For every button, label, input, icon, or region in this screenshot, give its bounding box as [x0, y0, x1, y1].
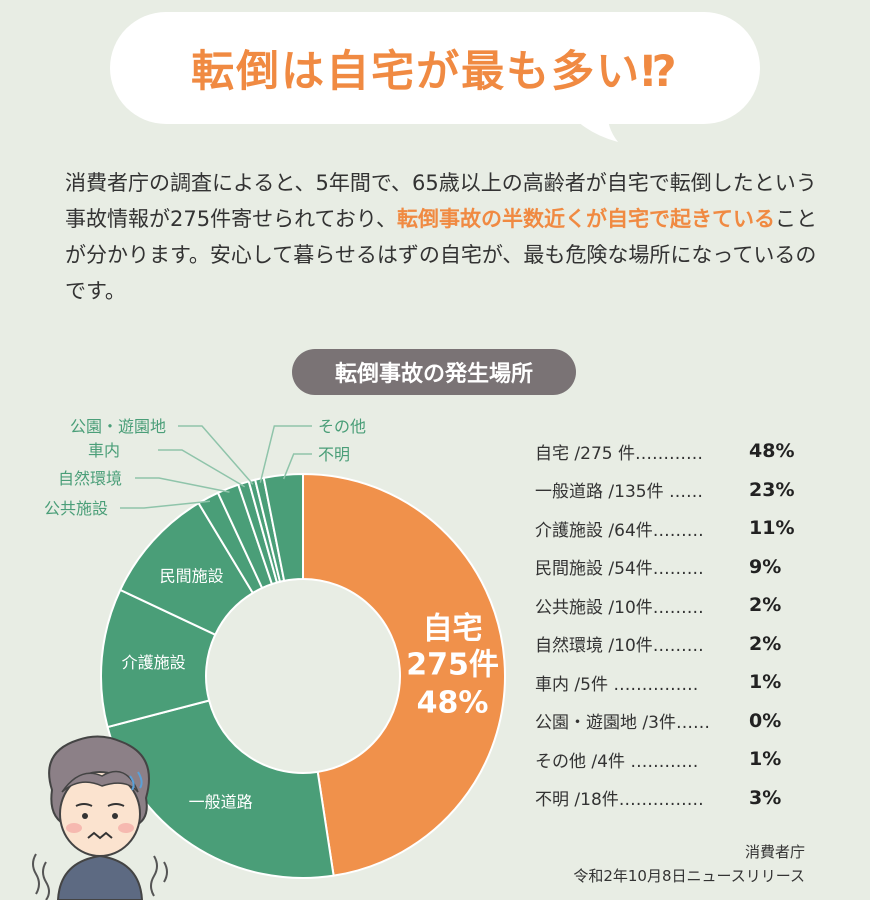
intro-text: 消費者庁の調査によると、5年間で、65歳以上の高齢者が自宅で転倒したという事故情…	[65, 165, 825, 309]
legend-row-2: 介護施設 /64件……… 11%	[535, 509, 825, 548]
leader-line-6	[158, 449, 246, 488]
leader-line-7	[178, 425, 254, 485]
slice-9	[262, 472, 304, 583]
slice-label-6: 車内	[88, 441, 120, 460]
slice-label-3: 民間施設	[160, 567, 224, 586]
legend-percent-5: 2%	[749, 632, 782, 655]
legend-row-1: 一般道路 /135件 …… 23%	[535, 471, 825, 510]
slice-label-4: 公共施設	[44, 499, 108, 518]
legend-label-3: 民間施設 /54件………	[535, 559, 704, 580]
legend-label-2: 介護施設 /64件………	[535, 520, 704, 541]
leader-line-5	[135, 477, 230, 493]
legend-label-1: 一般道路 /135件 ……	[535, 482, 703, 503]
intro-part1: 消費者庁の調査によると、5年間で、65歳以上の高齢者が自宅で転倒したという事故情…	[65, 171, 817, 231]
legend-label-4: 公共施設 /10件………	[535, 597, 704, 618]
slice-0	[302, 472, 506, 877]
legend-label-6: 車内 /5件 ……………	[535, 674, 699, 695]
headline-bubble: 転倒は自宅が最も多い⁉	[110, 12, 760, 124]
legend-percent-4: 2%	[749, 594, 782, 617]
legend-percent-7: 0%	[749, 709, 782, 732]
slice-label-5: 自然環境	[58, 469, 122, 488]
elderly-person-illustration	[32, 735, 168, 900]
source-date: 令和2年10月8日ニュースリリース	[573, 867, 805, 885]
legend-row-0: 自宅 /275 件………… 48%	[535, 432, 825, 471]
legend-percent-8: 1%	[749, 748, 782, 771]
legend-label-0: 自宅 /275 件…………	[535, 443, 703, 464]
legend-row-4: 公共施設 /10件……… 2%	[535, 586, 825, 625]
legend-row-6: 車内 /5件 …………… 1%	[535, 663, 825, 702]
legend-row-3: 民間施設 /54件……… 9%	[535, 548, 825, 587]
intro-part2: ことが分かります。安心して暮らせるはずの自宅が、最も危険な場所になっているのです…	[65, 207, 817, 303]
legend-percent-6: 1%	[749, 671, 782, 694]
legend-percent-0: 48%	[749, 440, 795, 463]
source-note: 消費者庁 令和2年10月8日ニュースリリース	[573, 840, 805, 888]
legend-percent-3: 9%	[749, 555, 782, 578]
legend-percent-2: 11%	[749, 517, 795, 540]
legend-label-9: 不明 /18件……………	[535, 790, 704, 811]
bubble-tail	[560, 108, 618, 142]
legend: 自宅 /275 件………… 48% 一般道路 /135件 …… 23% 介護施設 /64…	[535, 432, 825, 817]
legend-percent-1: 23%	[749, 478, 795, 501]
legend-row-7: 公園・遊園地 /3件…… 0%	[535, 702, 825, 741]
headline: 転倒は自宅が最も多い⁉	[191, 47, 679, 97]
source-org: 消費者庁	[744, 843, 805, 861]
slice-label-8: その他	[318, 417, 366, 436]
legend-row-9: 不明 /18件…………… 3%	[535, 779, 825, 818]
legend-row-8: その他 /4件 ………… 1%	[535, 740, 825, 779]
slice-label-name: 自宅	[423, 612, 483, 647]
legend-label-8: その他 /4件 …………	[535, 751, 699, 772]
slice-label-2: 介護施設	[122, 653, 186, 672]
chart-title: 転倒事故の発生場所	[292, 349, 576, 395]
legend-row-5: 自然環境 /10件……… 2%	[535, 625, 825, 664]
leader-line-4	[120, 500, 211, 509]
legend-label-7: 公園・遊園地 /3件……	[535, 713, 710, 734]
slice-label-1: 一般道路	[189, 792, 253, 811]
leader-line-9	[282, 453, 312, 480]
intro-highlight: 転倒事故の半数近くが自宅で起きている	[396, 207, 775, 231]
slice-label-7: 公園・遊園地	[70, 417, 166, 436]
slice-label-9: 不明	[318, 445, 350, 464]
leader-line-8	[259, 425, 312, 483]
legend-label-5: 自然環境 /10件………	[535, 636, 704, 657]
slice-label-count: 275件	[406, 648, 499, 683]
legend-percent-9: 3%	[749, 786, 782, 809]
slice-label-percent: 48%	[417, 686, 489, 721]
